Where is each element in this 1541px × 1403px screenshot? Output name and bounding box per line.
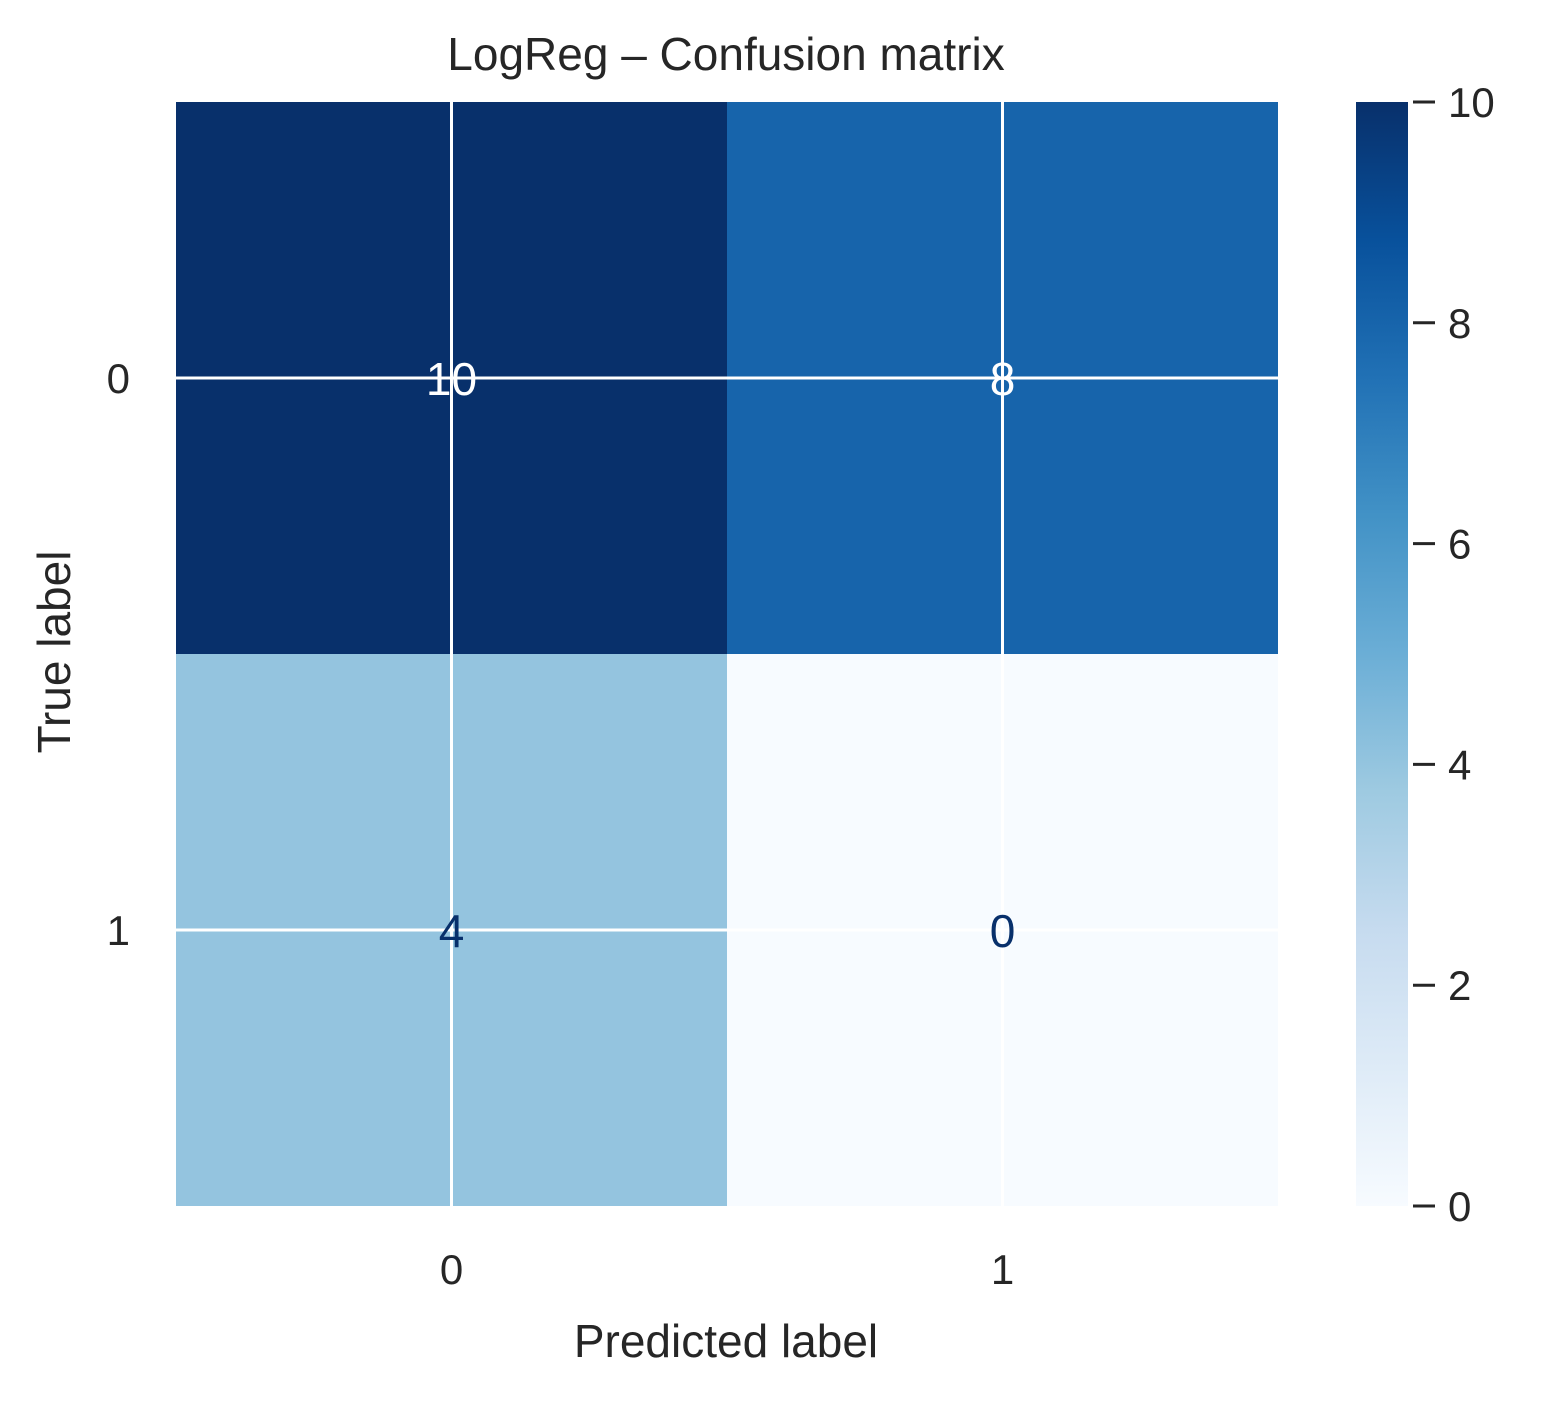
colorbar-tick-label-0: 0 (1448, 1183, 1471, 1230)
colorbar-tick-label-2: 4 (1448, 741, 1471, 788)
x-tick-label-1: 1 (991, 1246, 1014, 1293)
y-tick-labels: 01 (107, 355, 130, 954)
cell-value-label-1-1: 0 (990, 905, 1016, 957)
y-axis-label: True label (28, 551, 80, 754)
heatmap-cells (176, 102, 1278, 1206)
colorbar (1356, 102, 1408, 1206)
colorbar-ticks: 0 2 4 6 8 10 (1413, 79, 1495, 1230)
x-axis-label: Predicted label (574, 1315, 878, 1367)
cell-value-labels: 10 8 4 0 (426, 353, 1015, 957)
y-tick-label-0: 0 (107, 355, 130, 402)
colorbar-tick-label-4: 8 (1448, 300, 1471, 347)
y-tick-label-1: 1 (107, 907, 130, 954)
chart-title: LogReg – Confusion matrix (447, 28, 1004, 80)
x-tick-label-0: 0 (440, 1246, 463, 1293)
cell-value-label-1-0: 4 (439, 905, 465, 957)
colorbar-tick-label-3: 6 (1448, 521, 1471, 568)
colorbar-tick-label-5: 10 (1448, 79, 1495, 126)
grid-lines (176, 102, 1278, 1206)
cell-value-label-0-0: 10 (426, 353, 477, 405)
colorbar-tick-label-1: 2 (1448, 962, 1471, 1009)
cell-value-label-0-1: 8 (990, 353, 1016, 405)
